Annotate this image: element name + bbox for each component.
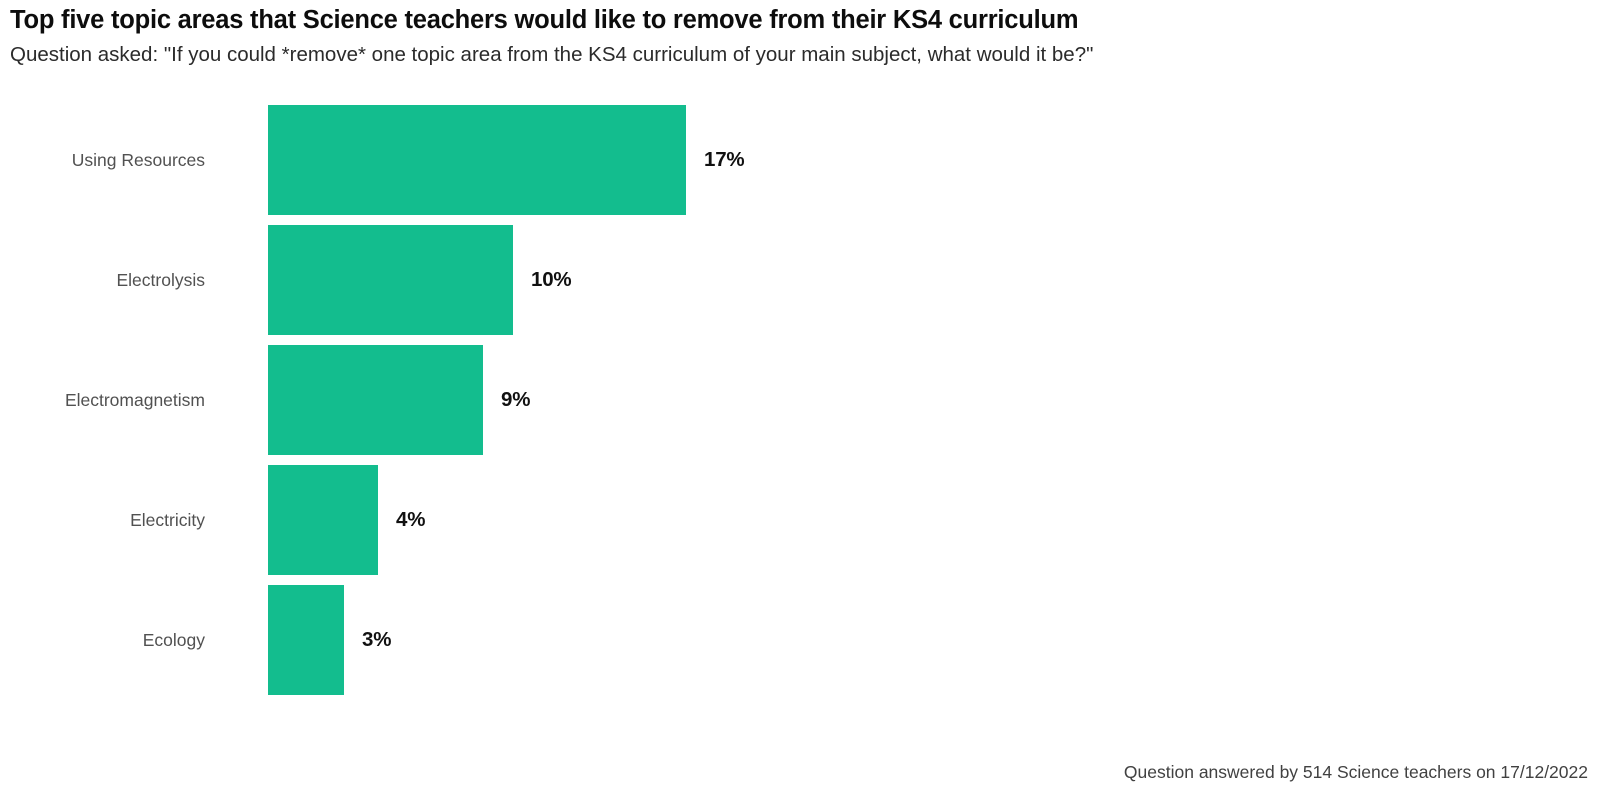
chart-title: Top five topic areas that Science teache… bbox=[10, 6, 1079, 34]
bar-using-resources[interactable] bbox=[268, 105, 686, 215]
bar-value-electrolysis: 10% bbox=[531, 268, 572, 291]
chart-subtitle: Question asked: "If you could *remove* o… bbox=[10, 43, 1094, 66]
bar-track: 3% bbox=[268, 585, 1598, 695]
bar-track: 4% bbox=[268, 465, 1598, 575]
bar-row: Electrolysis 10% bbox=[0, 225, 1600, 335]
bar-track: 9% bbox=[268, 345, 1598, 455]
category-label-ecology: Ecology bbox=[142, 630, 205, 650]
bar-electrolysis[interactable] bbox=[268, 225, 513, 335]
bar-value-ecology: 3% bbox=[362, 628, 392, 651]
bar-track: 17% bbox=[268, 105, 1598, 215]
bar-track: 10% bbox=[268, 225, 1598, 335]
plot-area: Using Resources 17% Electrolysis 10% Ele… bbox=[0, 105, 1600, 695]
bar-value-using-resources: 17% bbox=[704, 148, 745, 171]
category-label-electromagnetism: Electromagnetism bbox=[64, 390, 205, 410]
category-label-electrolysis: Electrolysis bbox=[116, 270, 206, 290]
bar-value-electromagnetism: 9% bbox=[501, 388, 531, 411]
bar-row: Electricity 4% bbox=[0, 465, 1600, 575]
bar-row: Electromagnetism 9% bbox=[0, 345, 1600, 455]
category-label-using-resources: Using Resources bbox=[71, 150, 205, 170]
bar-row: Ecology 3% bbox=[0, 585, 1600, 695]
bar-value-electricity: 4% bbox=[396, 508, 426, 531]
bar-row: Using Resources 17% bbox=[0, 105, 1600, 215]
bar-electricity[interactable] bbox=[268, 465, 378, 575]
bar-ecology[interactable] bbox=[268, 585, 344, 695]
category-label-electricity: Electricity bbox=[130, 510, 205, 530]
chart-footnote: Question answered by 514 Science teacher… bbox=[1123, 762, 1588, 782]
bar-electromagnetism[interactable] bbox=[268, 345, 483, 455]
chart-header: Top five topic areas that Science teache… bbox=[10, 0, 1590, 69]
